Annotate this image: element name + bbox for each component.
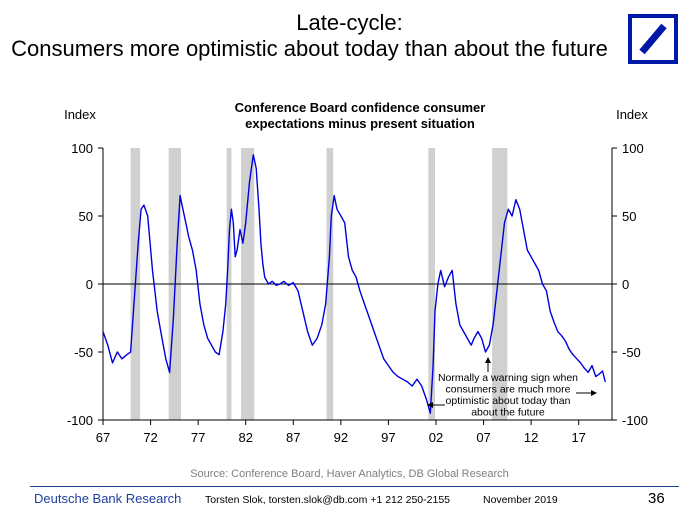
y-tick-label-left: 100 [71, 141, 93, 156]
chart-title-line: Conference Board confidence consumer [235, 100, 486, 115]
x-tick-label: 07 [476, 430, 490, 445]
y-tick-label-right: 50 [622, 209, 636, 224]
annotation-text-line: about the future [471, 407, 545, 419]
x-tick-label: 72 [143, 430, 157, 445]
y-axis-label-right: Index [616, 107, 648, 122]
x-tick-label: 82 [238, 430, 252, 445]
logo-frame [628, 14, 678, 64]
y-tick-label-left: 50 [79, 209, 93, 224]
y-tick-label-left: -50 [74, 345, 93, 360]
y-tick-label-left: -100 [67, 413, 93, 428]
x-tick-label: 67 [96, 430, 110, 445]
y-tick-label-left: 0 [86, 277, 93, 292]
y-tick-label-right: 100 [622, 141, 644, 156]
y-tick-label-right: -50 [622, 345, 641, 360]
x-tick-label: 97 [381, 430, 395, 445]
x-tick-label: 77 [191, 430, 205, 445]
series-layer [102, 154, 606, 414]
logo-slash [639, 23, 667, 55]
x-tick-label: 02 [429, 430, 443, 445]
footer-brand: Deutsche Bank Research [34, 491, 182, 506]
footer-date: November 2019 [483, 494, 558, 506]
annotation-text-line: Normally a warning sign when [438, 372, 578, 384]
annotation-text-line: optimistic about today than [446, 395, 571, 407]
y-tick-label-right: 0 [622, 277, 629, 292]
x-tick-label: 17 [571, 430, 585, 445]
x-tick-label: 87 [286, 430, 300, 445]
annotation-text-line: consumers are much more [446, 384, 571, 396]
y-tick-label-right: -100 [622, 413, 648, 428]
chart-title-line: expectations minus present situation [245, 116, 475, 131]
slide-title-line-2: Consumers more optimistic about today th… [11, 36, 608, 61]
deutsche-bank-logo-icon [628, 14, 678, 64]
x-tick-label: 12 [524, 430, 538, 445]
x-tick-label: 92 [334, 430, 348, 445]
footer-contact: Torsten Slok, torsten.slok@db.com +1 212… [205, 494, 451, 506]
series-line [102, 154, 606, 414]
slide-title-line-1: Late-cycle: [296, 10, 403, 35]
page-number: 36 [648, 490, 665, 507]
footer-divider [30, 486, 679, 487]
y-axis-label-left: Index [64, 107, 96, 122]
source-note: Source: Conference Board, Haver Analytic… [190, 468, 509, 480]
